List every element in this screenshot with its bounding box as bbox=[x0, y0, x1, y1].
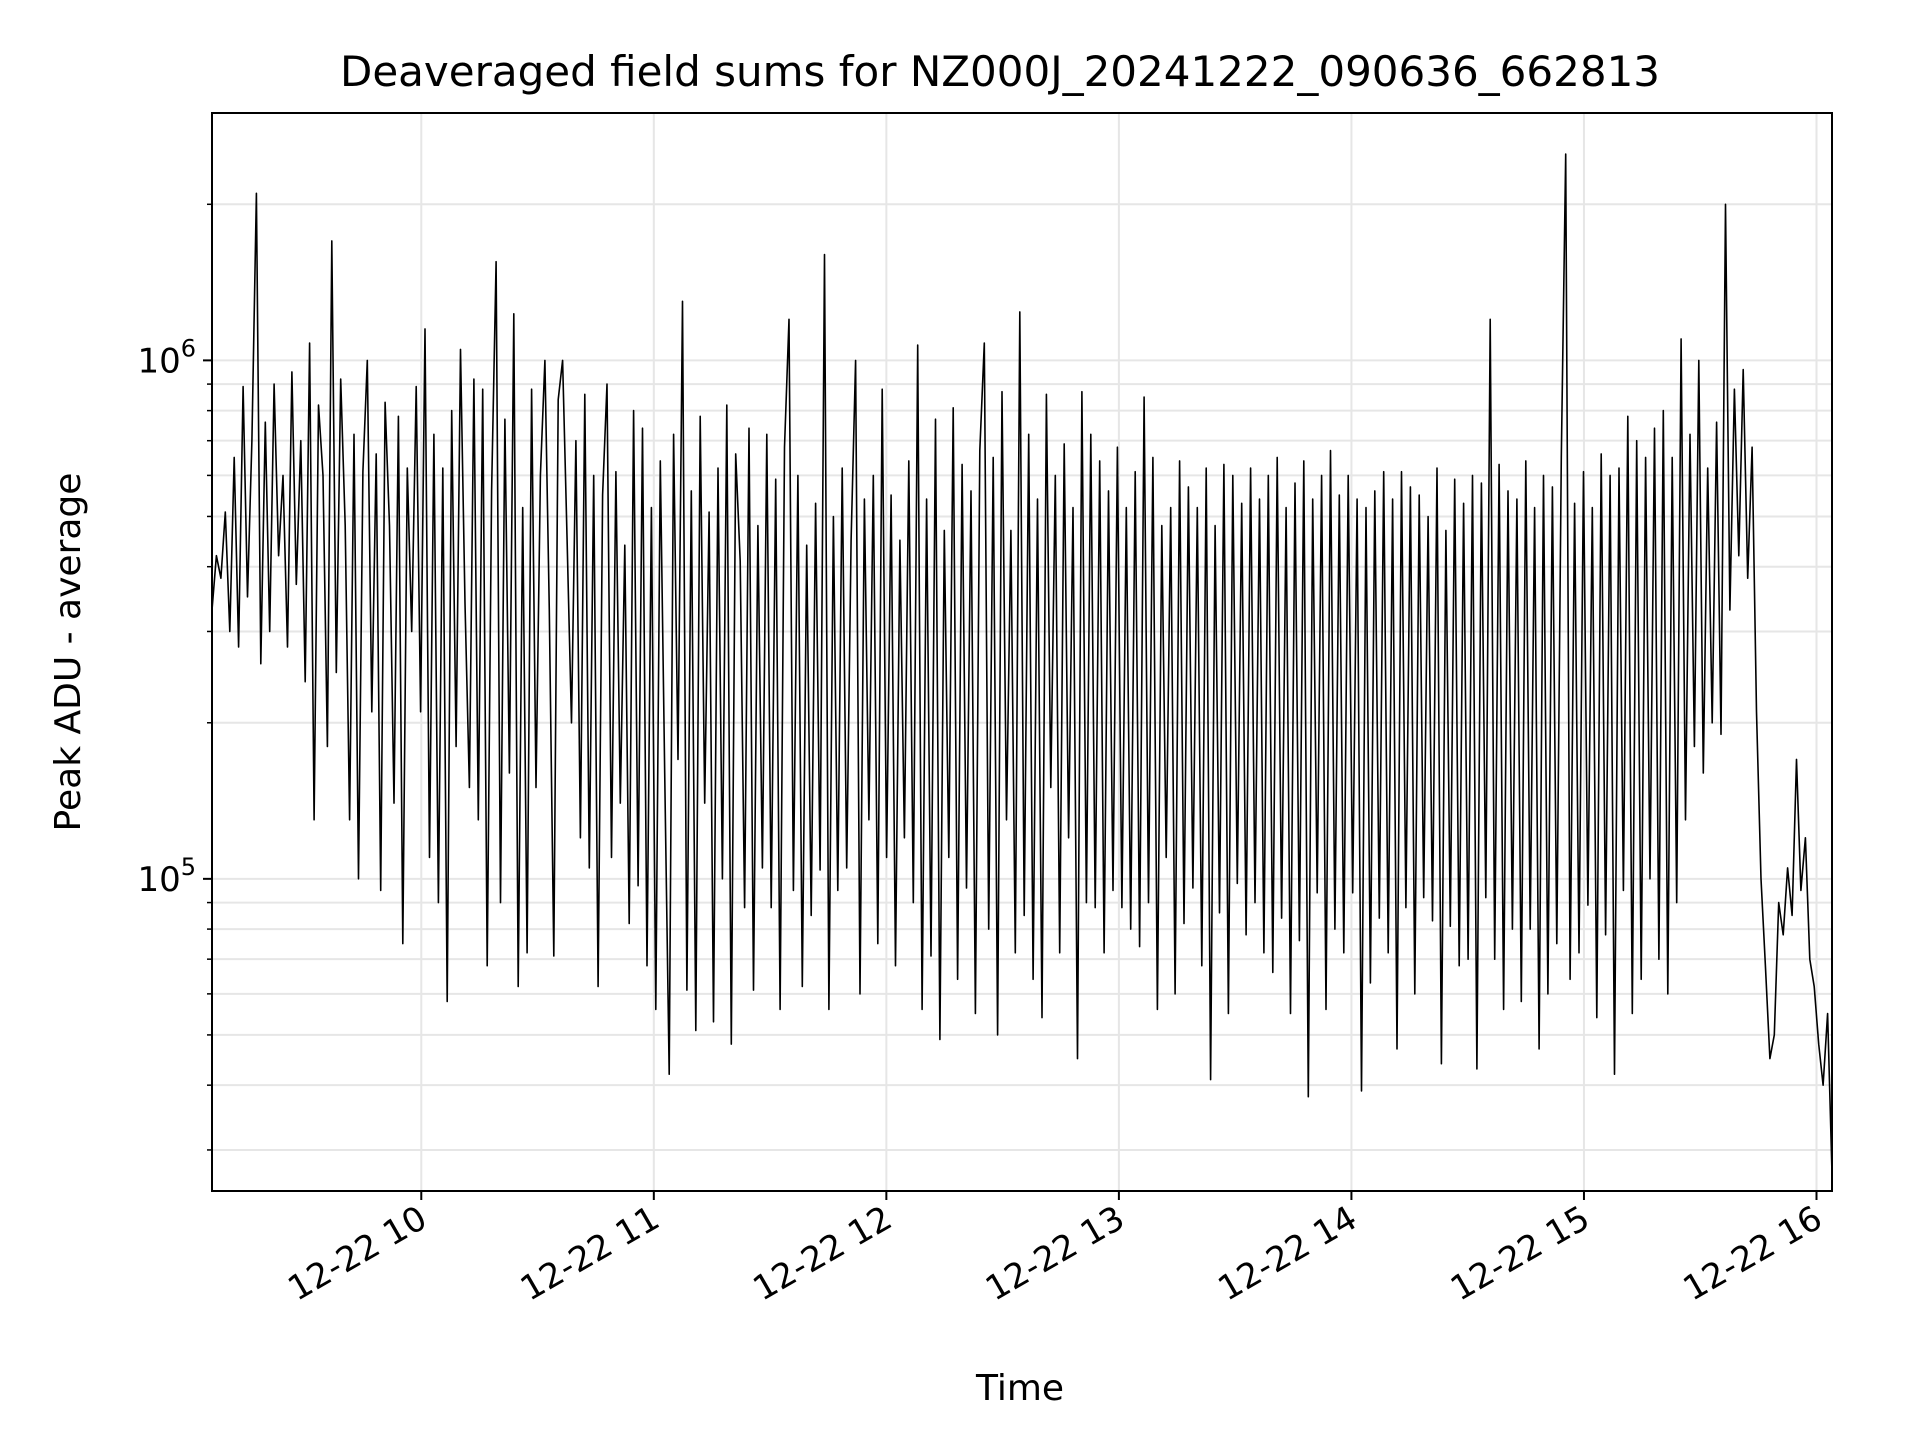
y-tick-label: 106 bbox=[137, 334, 196, 381]
series-layer bbox=[211, 153, 1833, 1174]
y-tick-label: 105 bbox=[137, 853, 196, 900]
y-axis: 105 106 bbox=[137, 203, 212, 1151]
x-axis-label: Time bbox=[975, 1368, 1064, 1409]
plot-frame bbox=[211, 112, 1833, 1192]
series-line bbox=[211, 153, 1833, 1174]
y-axis-label: Peak ADU - average bbox=[48, 473, 89, 832]
chart-title: Deaveraged field sums for NZ000J_2024122… bbox=[340, 47, 1660, 96]
